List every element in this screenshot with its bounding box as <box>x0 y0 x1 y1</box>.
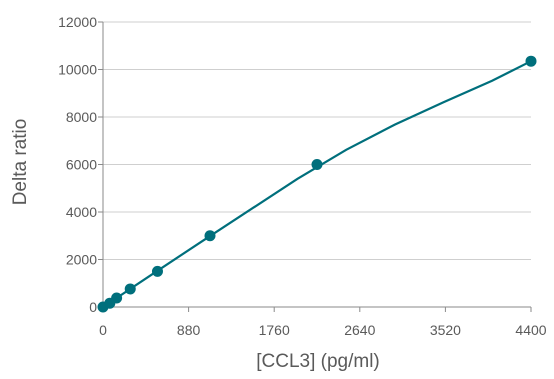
label-layer: 0 2000 4000 6000 8000 10000 12000 0 880 1760 2640 3… <box>58 14 547 338</box>
grid-layer <box>103 21 531 260</box>
data-point <box>151 265 163 277</box>
fit-curve <box>102 60 532 308</box>
x-tick-label: 0 <box>99 322 107 338</box>
x-axis-title: [CCL3] (pg/ml) <box>256 351 380 372</box>
y-tick-label: 12000 <box>58 14 97 30</box>
data-point <box>311 159 323 170</box>
x-tick-label: 4400 <box>515 322 546 338</box>
y-tick-label: 0 <box>89 299 97 315</box>
data-point <box>111 292 123 304</box>
data-point <box>124 283 136 295</box>
series-layer <box>97 55 537 313</box>
x-tick-label: 3520 <box>430 322 461 338</box>
axis-layer <box>98 21 532 312</box>
y-axis-title: Delta ratio <box>10 119 31 206</box>
y-tick-label: 6000 <box>66 157 97 173</box>
x-tick-label: 1760 <box>259 322 290 338</box>
data-point <box>204 230 216 242</box>
x-tick-label: 880 <box>177 322 201 338</box>
y-tick-label: 10000 <box>58 62 97 78</box>
y-tick-label: 4000 <box>66 204 97 220</box>
y-tick-label: 2000 <box>66 252 97 268</box>
data-point <box>525 55 537 67</box>
y-tick-label: 8000 <box>66 109 97 125</box>
x-tick-label: 2640 <box>344 322 375 338</box>
